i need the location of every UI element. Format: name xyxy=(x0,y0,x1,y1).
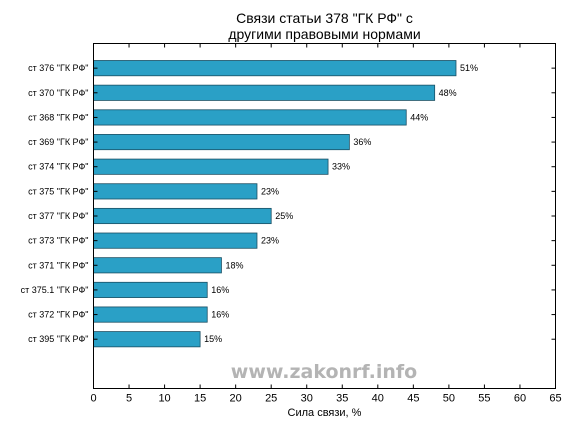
bar xyxy=(93,109,407,126)
x-tick-label: 45 xyxy=(407,393,419,405)
chart-title-line-1: Связи статьи 378 "ГК РФ" с xyxy=(236,10,413,26)
x-tick-label: 55 xyxy=(478,393,490,405)
x-tick-label: 35 xyxy=(336,393,348,405)
data-label: 16% xyxy=(211,310,229,320)
bar xyxy=(93,281,208,298)
x-tick-label: 5 xyxy=(126,393,132,405)
data-label: 15% xyxy=(204,334,222,344)
category-label: ст 375.1 "ГК РФ" xyxy=(21,285,89,295)
x-tick-label: 30 xyxy=(301,393,313,405)
data-label: 18% xyxy=(225,260,243,270)
bar xyxy=(93,232,258,249)
category-label: ст 376 "ГК РФ" xyxy=(28,63,88,73)
x-ticks-group: 0 5 10 15 20 25 30 35 40 45 50 55 60 65 xyxy=(90,43,562,405)
bars-group xyxy=(93,60,457,348)
data-label: 23% xyxy=(261,236,279,246)
data-label: 25% xyxy=(275,211,293,221)
x-tick-label: 50 xyxy=(443,393,455,405)
category-label: ст 375 "ГК РФ" xyxy=(28,186,88,196)
bar xyxy=(93,84,436,101)
bar xyxy=(93,257,222,274)
data-label: 23% xyxy=(261,186,279,196)
x-tick-label: 10 xyxy=(158,393,170,405)
watermark-text: www.zakonrf.info xyxy=(231,361,417,383)
data-label: 33% xyxy=(332,162,350,172)
category-label: ст 374 "ГК РФ" xyxy=(28,162,88,172)
data-label: 36% xyxy=(353,137,371,147)
category-labels-group: ст 376 "ГК РФ" ст 370 "ГК РФ" ст 368 "ГК Р… xyxy=(21,63,556,344)
data-label: 51% xyxy=(460,63,478,73)
category-label: ст 370 "ГК РФ" xyxy=(28,88,88,98)
x-tick-label: 0 xyxy=(90,393,96,405)
category-label: ст 369 "ГК РФ" xyxy=(28,137,88,147)
bar xyxy=(93,331,201,348)
bar xyxy=(93,207,272,225)
x-tick-label: 60 xyxy=(514,393,526,405)
data-label: 16% xyxy=(211,285,229,295)
bar xyxy=(93,183,258,200)
data-label: 48% xyxy=(439,88,457,98)
plot-frame xyxy=(93,43,556,389)
bar xyxy=(93,306,208,323)
x-tick-label: 65 xyxy=(549,393,561,405)
x-axis-label: Сила связи, % xyxy=(288,407,362,419)
x-tick-label: 20 xyxy=(230,393,242,405)
x-tick-label: 15 xyxy=(194,393,206,405)
bar xyxy=(93,60,457,77)
x-tick-label: 25 xyxy=(265,393,277,405)
category-label: ст 371 "ГК РФ" xyxy=(28,260,88,270)
category-label: ст 372 "ГК РФ" xyxy=(28,310,88,320)
category-label: ст 395 "ГК РФ" xyxy=(28,334,88,344)
chart-title-line-2: другими правовыми нормами xyxy=(228,26,420,42)
bar xyxy=(93,134,350,151)
x-tick-label: 40 xyxy=(372,393,384,405)
data-labels-group: 51% 48% 44% 36% 33% 23% 25% 23% 18% 16% 16% 15% xyxy=(204,63,478,344)
data-label: 44% xyxy=(410,112,428,122)
category-label: ст 368 "ГК РФ" xyxy=(28,112,88,122)
bar xyxy=(93,158,329,175)
category-label: ст 373 "ГК РФ" xyxy=(28,236,88,246)
category-label: ст 377 "ГК РФ" xyxy=(28,211,88,221)
